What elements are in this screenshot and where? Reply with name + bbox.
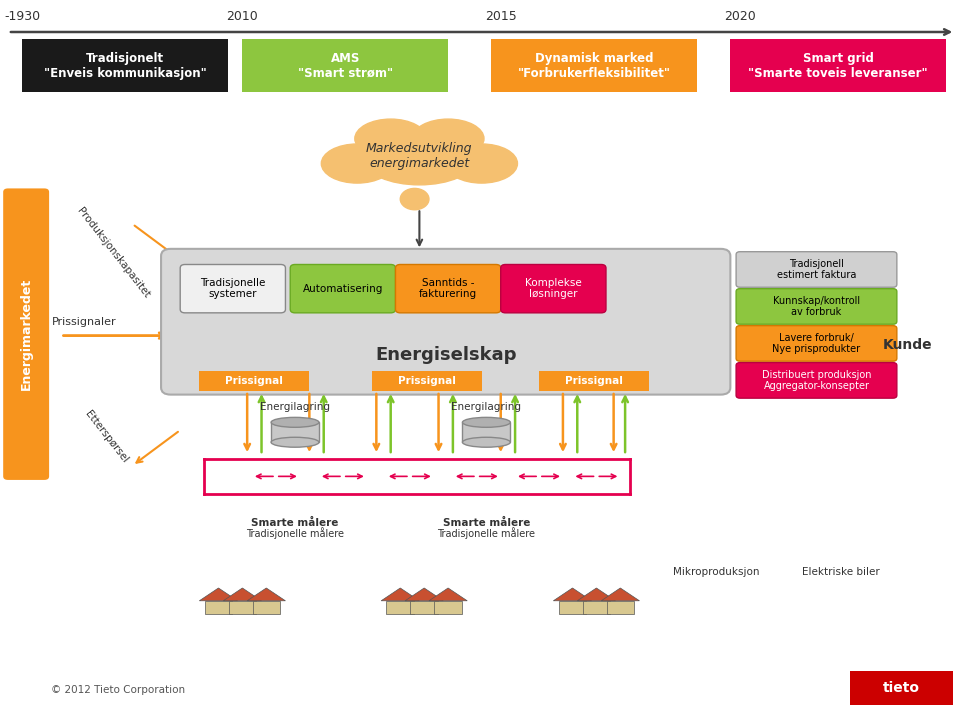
Text: Mikroproduksjon: Mikroproduksjon [673,567,759,577]
Text: Smart grid
"Smarte toveis leveranser": Smart grid "Smarte toveis leveranser" [748,52,927,80]
FancyBboxPatch shape [850,671,953,705]
Ellipse shape [445,144,517,183]
FancyBboxPatch shape [583,601,611,614]
Polygon shape [200,588,238,601]
Ellipse shape [355,119,426,158]
FancyBboxPatch shape [501,264,606,313]
Text: Energilagring: Energilagring [451,402,521,412]
Text: -1930: -1930 [4,11,40,23]
Text: Prissignal: Prissignal [397,376,455,386]
Text: Tradisjonelle målere: Tradisjonelle målere [438,528,536,539]
FancyBboxPatch shape [161,249,731,395]
Text: Smarte målere: Smarte målere [252,518,339,528]
Polygon shape [577,588,615,601]
FancyBboxPatch shape [372,371,482,391]
Text: 2010: 2010 [227,11,258,23]
Ellipse shape [400,188,429,210]
Text: Prissignaler: Prissignaler [52,317,117,327]
FancyBboxPatch shape [434,601,462,614]
Text: Prissignal: Prissignal [226,376,283,386]
FancyBboxPatch shape [180,264,285,313]
Text: Energimarkedet: Energimarkedet [19,278,33,390]
Polygon shape [601,588,639,601]
Text: Komplekse
løsninger: Komplekse løsninger [525,278,582,299]
Text: Distribuert produksjon
Aggregator-konsepter: Distribuert produksjon Aggregator-konsep… [761,370,872,391]
FancyBboxPatch shape [200,371,309,391]
FancyBboxPatch shape [492,39,697,92]
Ellipse shape [412,119,484,158]
Text: Kunde: Kunde [882,338,932,352]
FancyBboxPatch shape [736,363,897,398]
Polygon shape [224,588,261,601]
FancyBboxPatch shape [539,371,649,391]
Polygon shape [381,588,420,601]
Text: Sanntids -
fakturering: Sanntids - fakturering [420,278,477,299]
Polygon shape [405,588,444,601]
Ellipse shape [322,144,393,183]
FancyBboxPatch shape [22,39,228,92]
Text: tieto: tieto [883,681,920,695]
FancyBboxPatch shape [411,601,438,614]
Polygon shape [429,588,468,601]
Ellipse shape [463,417,511,427]
Ellipse shape [365,135,474,185]
Text: Elektriske biler: Elektriske biler [802,567,879,577]
Text: Smarte målere: Smarte målere [443,518,530,528]
Text: Lavere forbruk/
Nye prisprodukter: Lavere forbruk/ Nye prisprodukter [773,333,860,354]
Ellipse shape [271,417,319,427]
FancyBboxPatch shape [242,39,448,92]
Text: Tradisjonelt
"Enveis kommunikasjon": Tradisjonelt "Enveis kommunikasjon" [44,52,206,80]
Text: Tradisjonelle målere: Tradisjonelle målere [246,528,344,539]
FancyBboxPatch shape [731,39,946,92]
FancyBboxPatch shape [736,252,897,287]
FancyBboxPatch shape [607,601,635,614]
Text: AMS
"Smart strøm": AMS "Smart strøm" [298,52,393,80]
Text: Produksjonskapasitet: Produksjonskapasitet [75,205,152,299]
FancyBboxPatch shape [290,264,396,313]
FancyBboxPatch shape [271,422,319,442]
Ellipse shape [271,437,319,447]
FancyBboxPatch shape [204,601,232,614]
Text: Tradisjonell
estimert faktura: Tradisjonell estimert faktura [777,259,856,280]
FancyBboxPatch shape [228,601,256,614]
Text: Automatisering: Automatisering [302,284,383,294]
Polygon shape [247,588,285,601]
FancyBboxPatch shape [3,188,49,480]
Text: Kunnskap/kontroll
av forbruk: Kunnskap/kontroll av forbruk [773,296,860,317]
Text: 2015: 2015 [485,11,516,23]
Text: Markedsutvikling
energimarkedet: Markedsutvikling energimarkedet [366,142,472,171]
Text: © 2012 Tieto Corporation: © 2012 Tieto Corporation [51,685,185,695]
Text: Energilagring: Energilagring [260,402,330,412]
FancyBboxPatch shape [736,289,897,324]
FancyBboxPatch shape [387,601,414,614]
FancyBboxPatch shape [463,422,511,442]
Text: 2020: 2020 [724,11,756,23]
FancyBboxPatch shape [396,264,501,313]
FancyBboxPatch shape [252,601,280,614]
Text: Tradisjonelle
systemer: Tradisjonelle systemer [200,278,266,299]
FancyBboxPatch shape [559,601,587,614]
Polygon shape [553,588,591,601]
Text: Energiselskap: Energiselskap [375,346,516,365]
Text: Prissignal: Prissignal [565,376,623,386]
Text: Etterspørsel: Etterspørsel [84,410,130,465]
Ellipse shape [463,437,511,447]
Text: Dynamisk marked
"Forbrukerfleksibilitet": Dynamisk marked "Forbrukerfleksibilitet" [517,52,670,80]
FancyBboxPatch shape [736,326,897,361]
